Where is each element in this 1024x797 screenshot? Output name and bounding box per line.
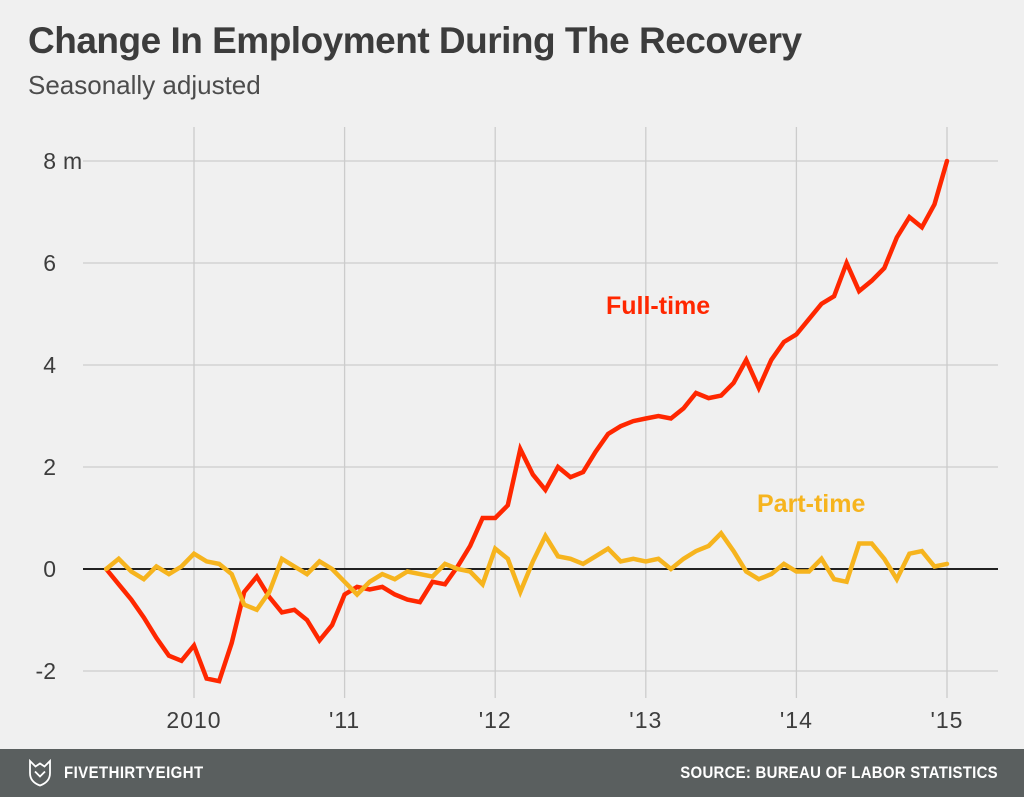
svg-text:'12: '12	[479, 707, 512, 733]
svg-text:8: 8	[43, 148, 56, 174]
svg-text:2: 2	[43, 454, 56, 480]
svg-text:2010: 2010	[166, 707, 221, 733]
svg-text:-2: -2	[36, 658, 56, 684]
svg-text:4: 4	[43, 352, 56, 378]
svg-text:'15: '15	[931, 707, 964, 733]
svg-text:'14: '14	[780, 707, 813, 733]
svg-text:'13: '13	[629, 707, 662, 733]
svg-text:m: m	[63, 148, 82, 174]
brand-name: FIVETHIRTYEIGHT	[64, 763, 204, 782]
chart-subtitle: Seasonally adjusted	[28, 70, 261, 100]
svg-text:6: 6	[43, 250, 56, 276]
series-label-part-time: Part-time	[757, 490, 866, 518]
series-label-full-time: Full-time	[606, 292, 711, 320]
svg-text:'11: '11	[329, 707, 360, 733]
brand-lockup: FIVETHIRTYEIGHT	[28, 759, 223, 787]
fivethirtyeight-fox-logo-icon	[29, 759, 51, 787]
chart-title: Change In Employment During The Recovery	[28, 20, 802, 61]
svg-text:0: 0	[43, 556, 56, 582]
footer-bar: FIVETHIRTYEIGHT SOURCE: BUREAU OF LABOR …	[0, 749, 1024, 797]
source-credit: SOURCE: BUREAU OF LABOR STATISTICS	[680, 763, 998, 782]
